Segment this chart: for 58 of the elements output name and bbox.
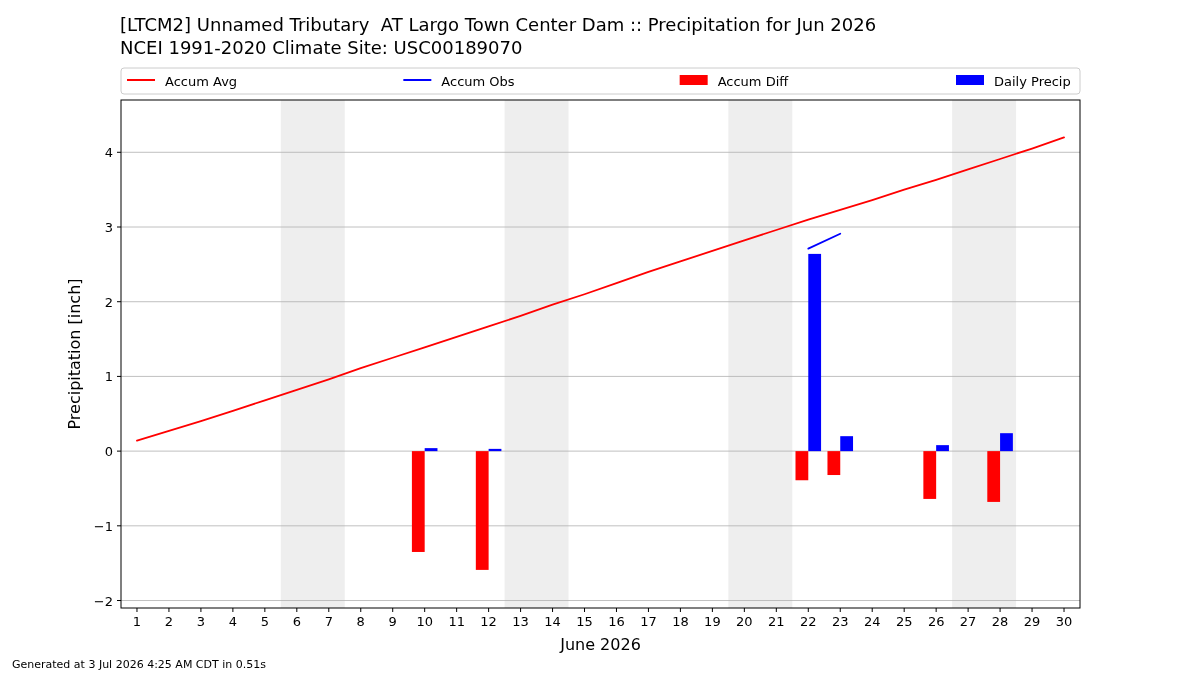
x-tick-label: 30: [1055, 614, 1073, 629]
x-tick-label: 2: [164, 614, 174, 629]
y-tick-label: −1: [93, 518, 113, 534]
x-tick-label: 5: [260, 614, 269, 629]
bar: [987, 451, 1001, 502]
x-tick-label: 3: [196, 614, 206, 629]
x-tick-label: 18: [672, 614, 689, 629]
bar: [795, 451, 809, 481]
x-tick-label: 1: [132, 614, 142, 629]
x-tick-label: 22: [800, 614, 817, 629]
x-tick-label: 13: [512, 614, 529, 629]
x-tick-label: 7: [324, 614, 333, 629]
x-axis-title: June 2026: [559, 635, 641, 654]
line-series: [136, 136, 1065, 442]
x-tick-label: 12: [480, 614, 497, 629]
bar: [808, 253, 822, 452]
x-tick-label: 26: [927, 614, 945, 629]
x-tick-label: 15: [576, 614, 593, 629]
bar: [827, 451, 841, 476]
x-tick-label: 21: [768, 614, 785, 629]
y-tick-label: 0: [104, 444, 113, 460]
y-tick-label: 3: [104, 220, 113, 235]
x-tick-label: 20: [736, 614, 753, 629]
bar: [424, 448, 438, 452]
legend-label: Daily Precip: [994, 74, 1071, 89]
x-tick-label: 29: [1023, 614, 1041, 629]
text: Generated at 3 Jul 2026 4:25 AM CDT in 0.51s: [12, 658, 267, 671]
y-axis-title: Precipitation [inch]: [65, 278, 84, 430]
bar: [840, 436, 854, 452]
bar: [411, 451, 425, 552]
y-tick-label: 4: [104, 145, 113, 161]
x-tick-label: 24: [863, 614, 881, 629]
legend-label: Accum Obs: [441, 74, 515, 89]
x-tick-label: 11: [448, 614, 465, 629]
legend-label: Accum Diff: [717, 74, 790, 89]
y-tick-label: −2: [93, 593, 113, 609]
bar: [923, 451, 937, 499]
x-tick-label: 10: [416, 614, 433, 629]
x-tick-label: 4: [228, 614, 238, 629]
legend-label: Accum Avg: [165, 74, 238, 89]
x-tick-label: 6: [292, 614, 301, 629]
x-tick-label: 23: [831, 614, 849, 629]
x-tick-label: 8: [356, 614, 365, 629]
y-tick-label: 2: [104, 294, 113, 310]
y-tick-label: 1: [104, 369, 113, 385]
x-tick-label: 17: [640, 614, 657, 629]
bar: [1000, 433, 1013, 452]
x-tick-label: 16: [608, 614, 625, 629]
bar: [936, 445, 949, 452]
x-tick-label: 25: [895, 614, 913, 629]
x-tick-label: 28: [991, 614, 1009, 629]
chart-subtitle: NCEI 1991-2020 Climate Site: USC00189070: [120, 37, 523, 58]
chart-title: [LTCM2] Unnamed Tributary AT Largo Town Center Dam :: Precipitation for Jun 2026: [120, 14, 877, 35]
x-tick-label: 14: [544, 614, 561, 629]
bar: [475, 451, 489, 570]
x-tick-label: 27: [959, 614, 977, 629]
x-tick-label: 9: [388, 614, 397, 629]
x-tick-label: 19: [704, 614, 721, 629]
